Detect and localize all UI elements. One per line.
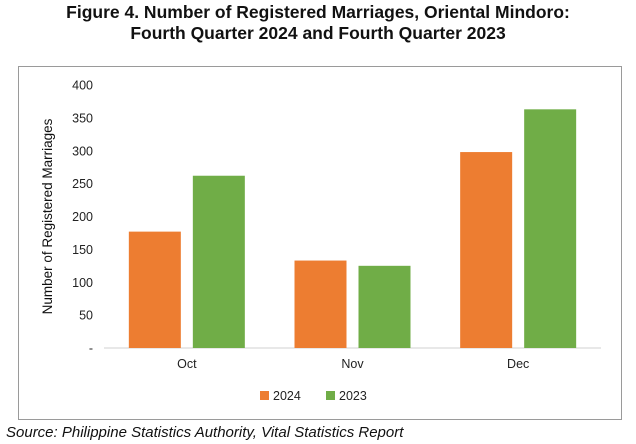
- y-tick-label: -: [89, 342, 93, 356]
- legend-label-2024: 2024: [273, 389, 301, 403]
- bar-nov-2023: [358, 265, 411, 348]
- legend-label-2023: 2023: [339, 389, 367, 403]
- source-note: Source: Philippine Statistics Authority,…: [6, 424, 404, 441]
- bar-oct-2024: [128, 231, 181, 348]
- y-tick-label: 100: [72, 276, 93, 290]
- chart-title-line1: Figure 4. Number of Registered Marriages…: [66, 2, 570, 22]
- bar-dec-2024: [460, 152, 513, 348]
- y-tick-label: 50: [79, 309, 93, 323]
- chart-title-line2: Fourth Quarter 2024 and Fourth Quarter 2…: [130, 23, 506, 43]
- y-tick-label: 300: [72, 144, 93, 158]
- chart-title: Figure 4. Number of Registered Marriages…: [0, 2, 636, 44]
- bar-nov-2024: [294, 260, 347, 348]
- x-tick-label: Dec: [507, 357, 529, 371]
- y-tick-label: 350: [72, 111, 93, 125]
- y-tick-label: 150: [72, 243, 93, 257]
- chart-area: - 50 100 150 200 250 300 350 400 Number of Regist…: [18, 66, 622, 420]
- bar-dec-2023: [524, 109, 577, 348]
- y-axis-title: Number of Registered Marriages: [40, 118, 55, 314]
- y-tick-label: 400: [72, 79, 93, 93]
- bar-oct-2023: [192, 175, 245, 348]
- legend-swatch-2023: [326, 391, 335, 400]
- legend-swatch-2024: [260, 391, 269, 400]
- x-tick-label: Oct: [177, 357, 197, 371]
- y-tick-label: 250: [72, 177, 93, 191]
- y-tick-label: 200: [72, 210, 93, 224]
- bar-chart: - 50 100 150 200 250 300 350 400 Number of Regist…: [40, 79, 601, 403]
- x-tick-label: Nov: [341, 357, 364, 371]
